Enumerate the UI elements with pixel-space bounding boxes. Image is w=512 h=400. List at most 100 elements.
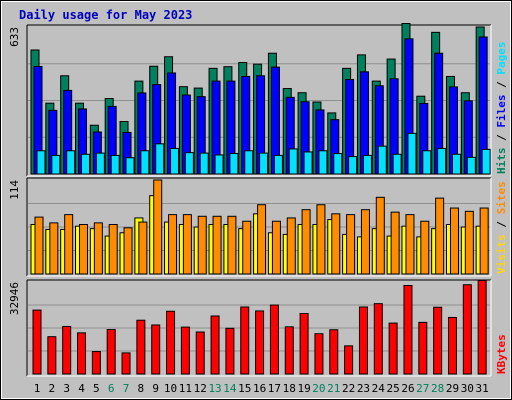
bar-kbytes-day-14 — [225, 327, 235, 375]
x-tick-label: 28 — [431, 382, 444, 395]
bar-pages-day-10 — [170, 147, 180, 175]
bar-kbytes-day-30 — [462, 284, 472, 375]
x-tick-label: 7 — [123, 382, 130, 395]
bar-pages-day-8 — [140, 150, 150, 175]
legend-part: / — [495, 214, 508, 234]
x-tick-label: 21 — [327, 382, 340, 395]
bar-kbytes-day-29 — [447, 316, 457, 375]
bar-pages-day-7 — [125, 157, 135, 175]
bar-pages-day-15 — [244, 150, 254, 175]
bar-kbytes-day-24 — [373, 303, 383, 375]
bar-pages-day-31 — [481, 148, 491, 175]
bar-pages-day-2 — [51, 154, 61, 175]
bar-pages-day-9 — [155, 143, 165, 175]
legend-part: Files — [495, 95, 508, 128]
bar-kbytes-day-5 — [91, 351, 101, 375]
x-tick-label: 20 — [312, 382, 325, 395]
bar-sites-day-15 — [242, 220, 252, 275]
x-tick-label: 22 — [342, 382, 355, 395]
x-tick-label: 3 — [63, 382, 70, 395]
x-tick-label: 26 — [401, 382, 414, 395]
bar-sites-day-12 — [197, 215, 207, 275]
bar-pages-day-24 — [377, 145, 387, 175]
panel-hits-files-pages: 633 Hits / Files / Pages — [8, 23, 508, 177]
bar-sites-day-6 — [108, 224, 118, 275]
bar-pages-day-13 — [214, 154, 224, 175]
bar-kbytes-day-12 — [195, 331, 205, 375]
bar-sites-day-21 — [331, 213, 341, 275]
bar-sites-day-1 — [34, 216, 44, 275]
bar-sites-day-20 — [316, 204, 326, 275]
x-tick-label: 11 — [179, 382, 192, 395]
bar-kbytes-day-31 — [477, 280, 487, 375]
x-tick-label: 29 — [446, 382, 459, 395]
x-axis-day-labels: 1 2 3 4 5 6 7 8 9 10 11 12 13 14 15 16 17 18 19 20 21 22 23 24 2… — [34, 382, 489, 395]
bar-pages-day-4 — [81, 153, 91, 175]
bar-kbytes-day-8 — [136, 319, 146, 375]
legend-part: Hits — [495, 148, 508, 175]
bar-pages-day-14 — [229, 153, 239, 175]
bar-pages-day-20 — [318, 150, 328, 175]
legend-part: Visits — [495, 234, 508, 274]
bar-sites-day-18 — [286, 217, 296, 275]
bar-sites-day-24 — [375, 196, 385, 275]
bar-sites-day-29 — [449, 207, 459, 275]
bar-pages-day-28 — [437, 147, 447, 175]
bar-sites-day-14 — [227, 215, 237, 275]
y-max-label: 114 — [8, 180, 21, 200]
bar-pages-day-12 — [199, 152, 209, 175]
bar-pages-day-22 — [348, 156, 358, 175]
bar-sites-day-27 — [420, 220, 430, 275]
bar-sites-day-3 — [64, 214, 74, 275]
bar-kbytes-day-6 — [106, 329, 116, 375]
bar-sites-day-2 — [49, 222, 59, 275]
bar-kbytes-day-13 — [210, 315, 220, 375]
x-tick-label: 23 — [357, 382, 370, 395]
series-legend-label: KBytes — [495, 334, 508, 374]
legend-part: / — [495, 128, 508, 148]
x-tick-label: 31 — [476, 382, 489, 395]
bar-pages-day-26 — [407, 132, 417, 175]
bar-kbytes-day-19 — [299, 312, 309, 375]
x-tick-label: 1 — [34, 382, 41, 395]
bar-kbytes-day-25 — [388, 322, 398, 375]
panel-kbytes: 32946 KBytes — [8, 279, 508, 377]
bar-sites-day-31 — [479, 207, 489, 275]
legend-part: / — [495, 75, 508, 95]
bar-sites-day-25 — [390, 211, 400, 275]
bar-sites-day-8 — [138, 221, 148, 275]
x-tick-label: 12 — [194, 382, 207, 395]
bar-sites-day-23 — [360, 209, 370, 275]
bar-kbytes-day-23 — [358, 306, 368, 375]
bar-pages-day-5 — [95, 152, 105, 175]
x-tick-label: 6 — [108, 382, 115, 395]
legend-part: KBytes — [495, 334, 508, 374]
bar-kbytes-day-7 — [121, 352, 131, 375]
bar-pages-day-18 — [288, 148, 298, 175]
bar-kbytes-day-4 — [77, 332, 87, 375]
x-tick-label: 18 — [283, 382, 296, 395]
series-legend-label: Hits / Files / Pages — [495, 42, 508, 175]
bar-kbytes-day-26 — [403, 285, 413, 375]
series-legend-label: Visits / Sites — [495, 181, 508, 274]
bar-sites-day-26 — [405, 214, 415, 275]
bar-pages-day-16 — [259, 152, 269, 175]
panel-visits-sites: 114 Visits / Sites — [8, 177, 508, 277]
bar-sites-day-10 — [168, 214, 178, 275]
bar-kbytes-day-10 — [166, 310, 176, 375]
bar-kbytes-day-21 — [329, 329, 339, 375]
x-tick-label: 14 — [223, 382, 237, 395]
x-tick-label: 5 — [93, 382, 100, 395]
bar-kbytes-day-15 — [240, 306, 250, 375]
bar-kbytes-day-18 — [284, 326, 294, 375]
x-tick-label: 8 — [138, 382, 145, 395]
bar-sites-day-5 — [93, 222, 103, 275]
x-tick-label: 10 — [164, 382, 177, 395]
bar-pages-day-3 — [66, 150, 76, 175]
bar-kbytes-day-11 — [180, 326, 190, 375]
bar-kbytes-day-17 — [269, 304, 279, 375]
x-tick-label: 24 — [372, 382, 386, 395]
bar-kbytes-day-20 — [314, 333, 324, 375]
